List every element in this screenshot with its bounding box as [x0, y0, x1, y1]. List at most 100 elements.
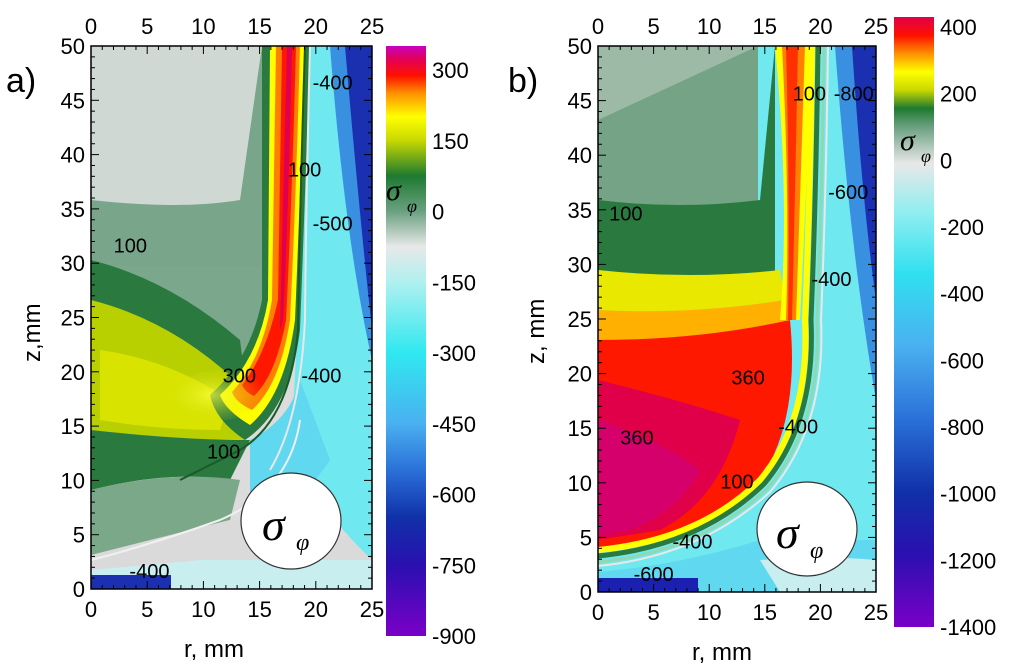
- panel-b-colorbar-sigma: σ: [900, 124, 916, 157]
- colorbar-tick-label: -1000: [940, 482, 996, 507]
- panel-a: σ φ 005510101515202025250510152025303540…: [6, 14, 476, 663]
- colorbar-tick-label: -1200: [940, 548, 996, 573]
- y-tick-label: 30: [61, 251, 85, 276]
- contour-label: -600: [828, 182, 868, 204]
- panel-b-inset-symbol: σ φ: [756, 481, 858, 577]
- panel-b-xlabel: r, mm: [692, 639, 752, 666]
- panel-b-ylabel: z, mm: [523, 299, 550, 364]
- colorbar-tick-label: -750: [432, 553, 476, 578]
- contour-label: -400: [673, 531, 713, 553]
- colorbar-tick-label: -900: [432, 624, 476, 649]
- contour-label: 100: [720, 471, 753, 493]
- y-tick-label: 45: [568, 89, 592, 114]
- y-tick-label: 35: [568, 198, 592, 223]
- y-tick-label: 50: [61, 34, 85, 59]
- y-tick-label: 0: [580, 580, 592, 605]
- y-tick-label: 0: [73, 577, 85, 602]
- y-tick-label: 10: [568, 471, 592, 496]
- contour-label: 300: [223, 366, 256, 388]
- y-tick-label: 20: [61, 360, 85, 385]
- y-tick-label: 25: [61, 306, 85, 331]
- colorbar-tick-label: -600: [940, 348, 984, 373]
- panel-a-label: a): [6, 62, 36, 100]
- contour-label: -600: [634, 564, 674, 586]
- y-tick-label: 5: [73, 523, 85, 548]
- panel-b-colorbar: [894, 17, 934, 627]
- contour-label: -400: [301, 366, 341, 388]
- panel-b-label: b): [508, 62, 538, 100]
- x-tick-label: 25: [360, 597, 384, 622]
- contour-label: -800: [834, 84, 874, 106]
- x-tick-label: 10: [697, 600, 721, 625]
- colorbar-tick-label: -300: [432, 341, 476, 366]
- x-tick-label-top: 5: [647, 14, 659, 39]
- x-tick-label: 20: [808, 600, 832, 625]
- colorbar-tick-label: -150: [432, 270, 476, 295]
- x-tick-label-top: 0: [592, 14, 604, 39]
- x-tick-label-top: 25: [864, 14, 888, 39]
- panel-a-colorbar-sigma: σ: [386, 174, 402, 207]
- y-tick-label: 10: [61, 468, 85, 493]
- contour-label: -400: [778, 417, 818, 439]
- panel-a-inset-sigma: σ: [262, 499, 287, 550]
- panel-b-contour-labels: 100 100 -800 -600 -400 360 360 -400 100 -400 -600: [609, 84, 874, 586]
- x-tick-label: 5: [141, 597, 153, 622]
- contour-label: 100: [288, 159, 321, 181]
- y-tick-label: 5: [580, 525, 592, 550]
- contour-label: -400: [812, 269, 852, 291]
- panel-b-colorbar-label: σ φ: [900, 124, 931, 166]
- contour-label: 360: [620, 428, 653, 450]
- panel-b-inset-sigma: σ: [776, 507, 801, 558]
- contour-label: 100: [609, 204, 642, 226]
- panel-b-colorbar-ticks: 400 200 0 -200 -400 -600 -800 -1000 -1200 -1400: [940, 15, 996, 640]
- panel-a-ylabel: z,mm: [19, 303, 46, 362]
- colorbar-tick-label: -1400: [940, 615, 996, 640]
- panel-a-inset-phi: φ: [296, 530, 309, 556]
- panel-a-inset-symbol: σ φ: [240, 472, 342, 570]
- panel-b-heatmap: [597, 45, 876, 592]
- y-tick-label: 15: [568, 416, 592, 441]
- x-tick-label: 20: [304, 597, 328, 622]
- panel-a-contour-labels: 100 100 100 300 -400 -500 -400 -400: [114, 72, 353, 583]
- panel-a-colorbar-label: σ φ: [386, 174, 417, 216]
- contour-label: 100: [793, 84, 826, 106]
- colorbar-tick-label: 400: [940, 15, 977, 40]
- x-tick-label-top: 20: [304, 14, 328, 39]
- colorbar-tick-label: 0: [432, 200, 444, 225]
- panel-b: σ φ 005510101515202025250510152025303540…: [508, 14, 996, 666]
- x-tick-label: 25: [864, 600, 888, 625]
- colorbar-tick-label: -200: [940, 215, 984, 240]
- x-tick-label-top: 25: [360, 14, 384, 39]
- y-tick-label: 15: [61, 414, 85, 439]
- y-tick-label: 45: [61, 88, 85, 113]
- x-tick-label: 5: [647, 600, 659, 625]
- colorbar-tick-label: 0: [940, 148, 952, 173]
- y-tick-label: 30: [568, 252, 592, 277]
- colorbar-tick-label: -450: [432, 412, 476, 437]
- y-tick-label: 50: [568, 34, 592, 59]
- colorbar-tick-label: -400: [940, 282, 984, 307]
- panel-a-colorbar: [386, 46, 426, 636]
- colorbar-tick-label: -800: [940, 415, 984, 440]
- x-tick-label-top: 0: [85, 14, 97, 39]
- colorbar-tick-label: -600: [432, 483, 476, 508]
- x-tick-label-top: 10: [191, 14, 215, 39]
- panel-a-xlabel: r, mm: [184, 636, 244, 663]
- x-tick-label: 0: [592, 600, 604, 625]
- y-tick-label: 20: [568, 362, 592, 387]
- x-tick-label-top: 10: [697, 14, 721, 39]
- contour-label: 100: [114, 235, 147, 257]
- x-tick-label: 0: [85, 597, 97, 622]
- y-tick-label: 40: [568, 143, 592, 168]
- x-tick-label: 15: [247, 597, 271, 622]
- y-tick-label: 25: [568, 307, 592, 332]
- panel-b-colorbar-phi: φ: [921, 146, 931, 166]
- contour-label: -500: [313, 214, 353, 236]
- contour-label: 360: [731, 368, 764, 390]
- x-tick-label-top: 15: [753, 14, 777, 39]
- colorbar-tick-label: 200: [940, 82, 977, 107]
- x-tick-label: 10: [191, 597, 215, 622]
- panel-a-colorbar-phi: φ: [407, 196, 417, 216]
